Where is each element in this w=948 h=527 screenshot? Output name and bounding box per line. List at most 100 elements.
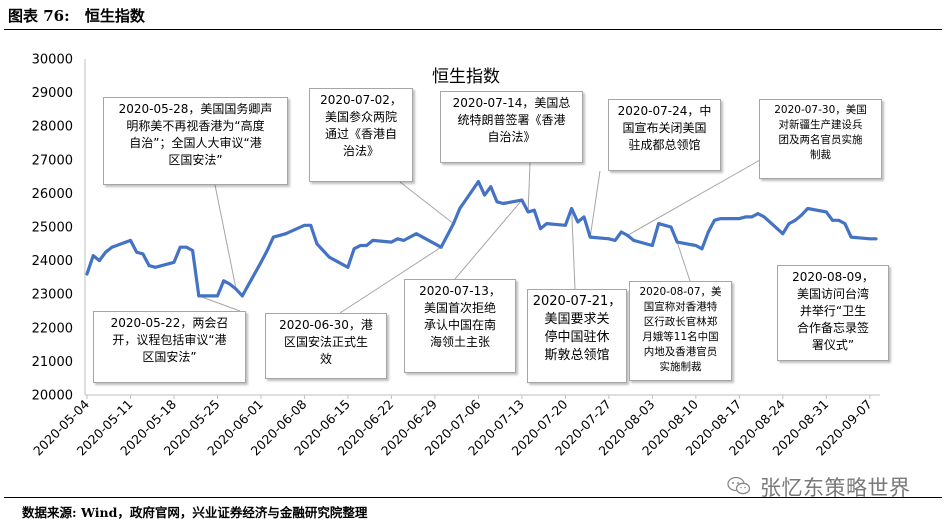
data-point [228,282,232,286]
data-point [483,193,486,197]
watermark-text: 张忆东策略世界 [760,476,911,500]
data-point [657,222,660,226]
annotation-callout: 2020-07-14，美国总 统特朗普签署《香港 自治法》 [440,91,583,163]
data-point [402,239,406,242]
annotation-callout: 2020-05-22，两会召 开，议程包括审议“港 区国安法” [93,311,246,383]
annotation-connector [589,170,601,238]
data-point [216,294,219,298]
data-point [495,200,499,204]
source-note: 数据来源: Wind，政府官网，兴业证券经济与金融研究院整理 [22,505,368,520]
data-point [191,249,195,252]
data-point [626,234,629,237]
data-point [477,180,480,184]
data-point [458,207,462,210]
data-point [272,235,275,239]
annotation-callout: 2020-05-28，美国国务卿声 明称美不再视香港为“高度 自治”；全国人大审… [103,97,288,185]
data-point [781,232,785,236]
data-point [414,232,418,236]
data-point [501,202,505,205]
data-point [793,218,797,222]
y-tick-label: 26000 [32,187,73,202]
annotation-callout: 2020-08-09， 美国访问台湾 并举行“卫生 合作备忘录签 署仪式” [777,265,889,361]
data-point [570,207,573,210]
data-point [787,222,791,226]
data-point [824,210,828,214]
data-point [178,245,182,249]
data-point [607,237,611,241]
annotation-callout: 2020-07-02， 美国参众两院 通过《香港自 治法》 [309,88,413,182]
annotation-connector [214,184,237,290]
data-point [265,249,269,252]
data-point [632,239,636,242]
annotation-connector [198,295,241,312]
data-point [489,185,493,189]
annotation-callout: 2020-07-21， 美国要求关 停中国驻休 斯敦总领馆 [527,289,627,383]
data-point [390,240,393,244]
y-tick-label: 24000 [32,254,73,269]
data-point [197,294,201,298]
data-point [762,215,766,219]
data-point [806,207,810,210]
data-point [868,237,872,241]
data-point [843,222,847,226]
data-point [147,264,151,267]
data-point [135,250,139,254]
data-point [452,222,455,226]
data-point [396,237,399,241]
annotation-connector [454,199,523,280]
data-point [185,245,188,249]
top-rule [4,29,942,30]
data-point [85,272,89,276]
figure-label: 图表 76: [8,7,70,25]
data-point [737,217,741,221]
annotation-connectors [198,159,761,314]
data-point [849,235,853,239]
series-points [85,180,878,298]
y-tick-label: 27000 [32,153,73,168]
data-point [222,279,226,283]
data-point [663,223,667,227]
data-point [346,265,350,269]
data-point [713,218,716,222]
data-point [582,215,586,219]
y-tick-label: 21000 [32,355,73,370]
data-point [278,234,281,237]
y-tick-label: 20000 [32,389,73,404]
data-point [98,259,101,262]
y-tick-label: 30000 [32,53,73,68]
data-point [439,245,443,249]
data-point [129,239,132,242]
y-tick-label: 29000 [32,86,73,101]
bottom-rule [4,497,942,498]
data-point [172,260,176,264]
data-point [545,222,549,226]
data-point [831,218,834,222]
data-point [719,217,723,221]
data-point [309,223,313,227]
annotation-connector [571,208,576,290]
data-point [234,287,238,291]
data-point [750,215,754,219]
y-tick-label: 28000 [32,120,73,135]
figure-title: 恒生指数 [84,7,145,25]
annotation-callout: 2020-07-24，中 国宣布关闭美国 驻成都总领馆 [608,99,721,171]
data-point [141,252,145,256]
data-point [756,212,760,216]
data-point [284,232,288,236]
y-tick-label: 25000 [32,221,73,236]
data-point [153,265,157,269]
annotation-callout: 2020-07-30，美国 对新疆生产建设兵 团及两名官员实施 制裁 [759,99,882,179]
data-point [365,244,368,247]
annotation-connector [527,162,531,212]
data-point [650,244,654,247]
data-point [352,247,356,251]
data-point [359,244,362,247]
data-point [327,255,331,259]
annotation-connector [676,241,691,282]
data-point [240,294,244,298]
annotation-callout: 2020-07-13， 美国首次拒绝 承认中国在南 海领土主张 [404,279,516,373]
data-point [104,250,107,254]
data-point [694,244,698,247]
data-point [259,260,263,264]
data-point [91,254,95,257]
